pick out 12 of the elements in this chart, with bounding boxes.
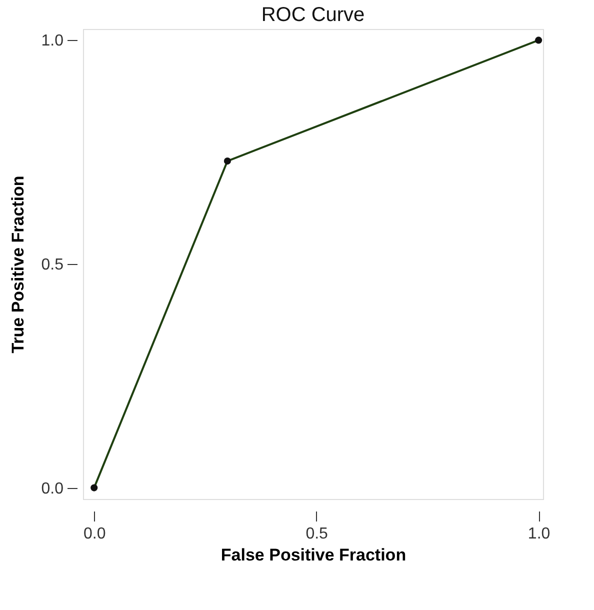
point [535,36,542,44]
y-tick-label: 0.5 [41,256,64,274]
x-tick-label: 1.0 [528,526,550,542]
y-tick-label: 0.0 [41,480,64,498]
x-axis-title: False Positive Fraction [220,546,406,564]
x-tick-label: 0.5 [306,526,328,542]
x-tick-label: 0.0 [83,526,106,542]
y-tick-label: 1.0 [41,32,64,50]
chart-title: ROC Curve [261,4,365,26]
point [90,484,98,492]
y-axis-title: True Positive Fraction [8,176,28,354]
point [224,158,231,165]
